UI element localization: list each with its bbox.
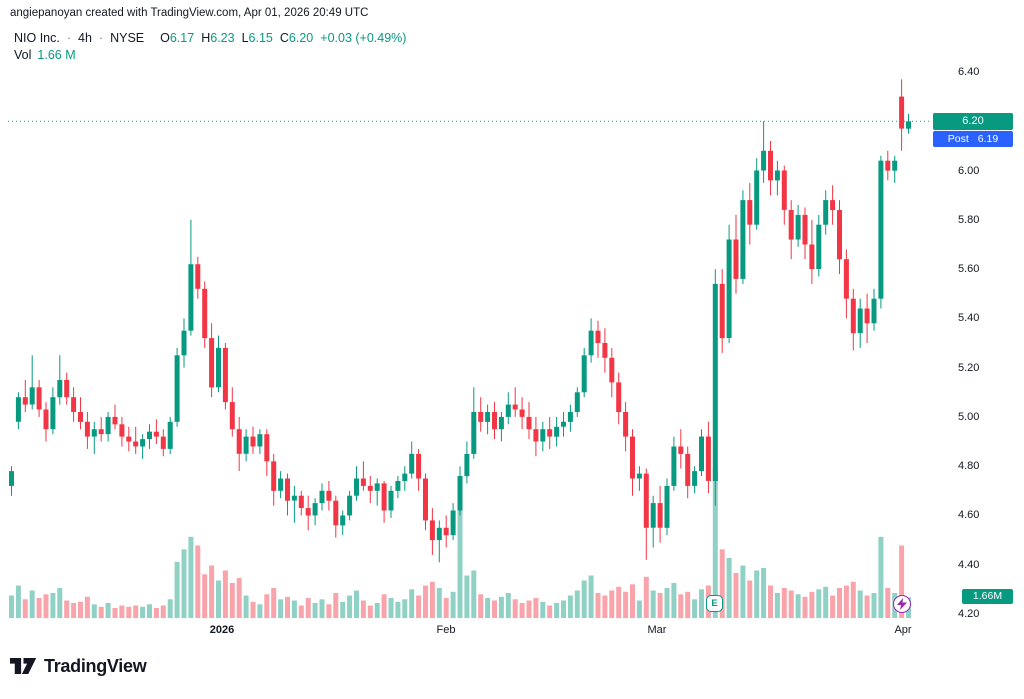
ohlc-low: L6.15 (241, 31, 273, 45)
post-market-price-badge: Post 6.19 (933, 131, 1013, 147)
time-axis-label: Apr (894, 624, 912, 636)
tradingview-logo-glyph (10, 658, 37, 674)
post-label: Post (947, 132, 969, 145)
legend-separator: · (98, 31, 104, 45)
tradingview-logo[interactable]: TradingView (10, 655, 147, 677)
price-axis-label: 5.00 (958, 411, 980, 423)
ohlc-high: H6.23 (201, 31, 235, 45)
volume-value: 1.66 M (37, 48, 76, 62)
volume-label: Vol (14, 48, 32, 62)
price-axis-label: 5.60 (958, 263, 980, 275)
price-axis-label: 6.40 (958, 66, 980, 78)
legend-separator: · (66, 31, 72, 45)
volume-legend: Vol 1.66 M (14, 48, 76, 62)
lightning-icon[interactable] (893, 595, 911, 613)
exchange-label: NYSE (110, 31, 145, 45)
last-price-badge: 6.20 (933, 113, 1013, 130)
time-axis-label: Mar (647, 624, 667, 636)
symbol-name[interactable]: NIO Inc. (14, 31, 60, 45)
price-axis-label: 6.00 (958, 165, 980, 177)
price-axis-label: 4.80 (958, 460, 980, 472)
price-axis-label: 4.40 (958, 559, 980, 571)
tradingview-logo-text: TradingView (44, 655, 147, 676)
attribution-text: angiepanoyan created with TradingView.co… (10, 7, 369, 19)
ohlc-open: O6.17 (160, 31, 195, 45)
price-axis-label: 5.80 (958, 214, 980, 226)
price-axis-label: 5.20 (958, 362, 980, 374)
volume-badge: 1.66M (962, 589, 1013, 604)
price-axis-label: 4.60 (958, 509, 980, 521)
post-price: 6.19 (977, 132, 999, 145)
lightning-bolt-glyph (897, 598, 907, 610)
ohlc-close: C6.20 (279, 31, 314, 45)
earnings-icon[interactable]: E (706, 595, 723, 612)
symbol-legend: NIO Inc. · 4h · NYSE O6.17 H6.23 L6.15 C… (14, 31, 406, 45)
price-axis-label: 5.40 (958, 312, 980, 324)
time-axis-label: 2026 (209, 624, 235, 636)
price-axis-label: 4.20 (958, 608, 980, 620)
time-axis-label: Feb (436, 624, 456, 636)
interval-label[interactable]: 4h (78, 31, 92, 45)
change-value: +0.03 (+0.49%) (320, 31, 407, 45)
